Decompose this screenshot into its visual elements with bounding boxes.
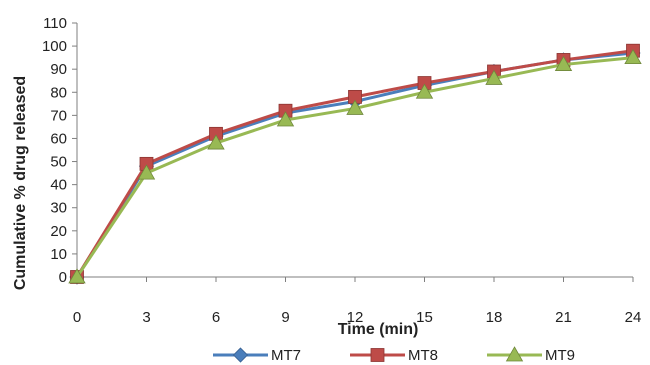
x-axis-ticks: 0 3 6 9 12 15 18 21 24 bbox=[73, 277, 642, 326]
x-tick-label: 0 bbox=[73, 309, 81, 326]
y-tick-label: 110 bbox=[43, 15, 67, 32]
y-tick-label: 30 bbox=[50, 200, 67, 217]
data-point-mt9 bbox=[624, 48, 642, 65]
x-tick-label: 9 bbox=[281, 309, 289, 326]
x-tick-label: 24 bbox=[625, 309, 642, 326]
series-line-mt8 bbox=[75, 49, 634, 278]
series-line-mt7 bbox=[75, 51, 634, 278]
y-tick-label: 70 bbox=[50, 107, 67, 124]
legend-label: MT8 bbox=[408, 347, 438, 364]
x-tick-label: 21 bbox=[555, 309, 572, 326]
series-mt8 bbox=[70, 43, 640, 284]
y-axis-title: Cumulative % drug released bbox=[12, 76, 29, 290]
x-tick-label: 6 bbox=[212, 309, 220, 326]
legend-item-mt8: MT8 bbox=[350, 347, 438, 364]
y-tick-label: 50 bbox=[50, 154, 67, 171]
y-tick-label: 10 bbox=[50, 246, 67, 263]
data-point-mt9 bbox=[207, 134, 225, 150]
series-layer bbox=[68, 43, 642, 285]
y-axis-ticks: 0 10 20 30 40 50 60 70 80 90 100 110 bbox=[42, 15, 77, 286]
y-tick-label: 60 bbox=[50, 130, 67, 147]
legend-label: MT7 bbox=[271, 347, 301, 364]
series-mt7 bbox=[69, 45, 641, 285]
data-point-mt9 bbox=[415, 83, 434, 99]
y-tick-label: 0 bbox=[59, 269, 67, 286]
series-mt9 bbox=[68, 48, 642, 284]
x-tick-label: 15 bbox=[416, 309, 433, 326]
y-tick-label: 90 bbox=[50, 61, 67, 78]
x-tick-label: 18 bbox=[486, 309, 503, 326]
legend-item-mt9: MT9 bbox=[487, 346, 575, 364]
data-point-mt9 bbox=[485, 69, 503, 85]
legend-label: MT9 bbox=[545, 347, 575, 364]
x-axis-title: Time (min) bbox=[338, 321, 419, 338]
data-point-mt9 bbox=[346, 99, 364, 115]
data-point-mt9 bbox=[137, 164, 156, 180]
y-tick-label: 80 bbox=[50, 84, 67, 101]
legend: MT7 MT8 MT9 bbox=[213, 346, 575, 364]
y-tick-label: 20 bbox=[50, 223, 67, 240]
y-tick-label: 40 bbox=[50, 177, 67, 194]
legend-marker bbox=[370, 348, 385, 362]
data-point-mt9 bbox=[68, 268, 86, 284]
legend-item-mt7: MT7 bbox=[213, 347, 301, 364]
data-point-mt9 bbox=[554, 55, 573, 71]
x-tick-label: 3 bbox=[142, 309, 150, 326]
data-point-mt9 bbox=[276, 111, 295, 127]
x-tick-label: 12 bbox=[347, 309, 364, 326]
legend-marker bbox=[232, 347, 249, 363]
y-tick-label: 100 bbox=[42, 38, 67, 55]
legend-marker bbox=[505, 346, 524, 362]
